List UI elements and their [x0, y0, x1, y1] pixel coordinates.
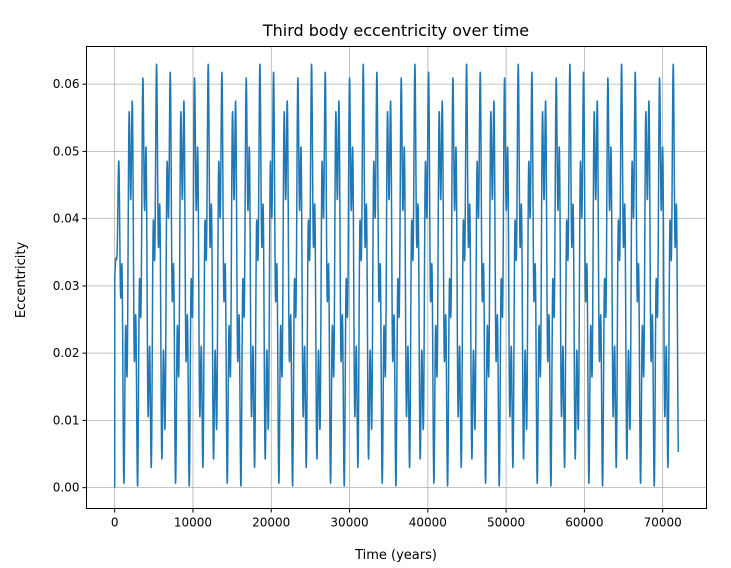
- y-tick-label: 0.06: [53, 77, 80, 91]
- y-tick-label: 0.05: [53, 144, 80, 158]
- plot-frame: [86, 46, 707, 509]
- y-tick-label: 0.00: [53, 481, 80, 495]
- x-tick-label: 20000: [252, 516, 290, 530]
- y-tick-label: 0.02: [53, 346, 80, 360]
- y-tick-label: 0.04: [53, 212, 80, 226]
- y-tick-label: 0.01: [53, 413, 80, 427]
- x-tick-label: 60000: [565, 516, 603, 530]
- x-tick-label: 0: [111, 516, 119, 530]
- x-tick-label: 10000: [174, 516, 212, 530]
- chart-title: Third body eccentricity over time: [262, 21, 529, 40]
- y-tick-label: 0.03: [53, 279, 80, 293]
- x-tick-label: 50000: [487, 516, 525, 530]
- y-axis-label: Eccentricity: [14, 242, 29, 319]
- series-line: [113, 63, 680, 488]
- plot-series: [113, 63, 680, 488]
- x-tick-label: 30000: [330, 516, 368, 530]
- axis-ticks: 0 10000 20000 30000 40000 50000 60000 70000 0.00…: [53, 77, 682, 529]
- x-axis-label: Time (years): [354, 548, 437, 563]
- x-tick-label: 40000: [409, 516, 447, 530]
- x-tick-label: 70000: [644, 516, 682, 530]
